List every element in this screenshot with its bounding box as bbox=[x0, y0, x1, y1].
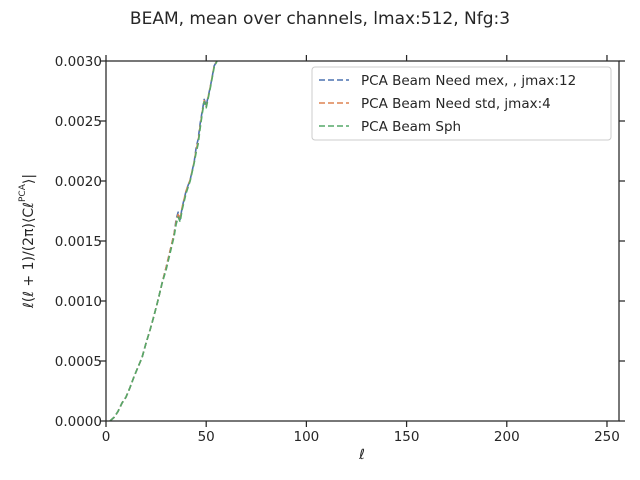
y-tick-label: 0.0020 bbox=[55, 174, 102, 190]
y-axis-label: ℓ(ℓ + 1)/(2π)⟨CℓPCA⟩| bbox=[18, 174, 37, 309]
x-tick-label: 100 bbox=[294, 429, 320, 445]
x-tick-label: 200 bbox=[494, 429, 520, 445]
y-axis: 0.0000 0.0005 0.0010 0.0015 0.0020 0.0025 0.00… bbox=[55, 54, 625, 430]
series-layer bbox=[109, 61, 218, 421]
y-tick-label: 0.0000 bbox=[55, 414, 102, 430]
x-tick-label: 50 bbox=[198, 429, 215, 445]
y-tick-label: 0.0030 bbox=[55, 54, 102, 70]
x-axis: 0 50 100 150 200 250 bbox=[102, 55, 620, 445]
x-tick-label: 0 bbox=[102, 429, 111, 445]
y-tick-label: 0.0025 bbox=[55, 114, 102, 130]
legend-label-1: PCA Beam Need mex, , jmax:12 bbox=[361, 73, 576, 89]
series-line-3 bbox=[109, 61, 218, 421]
x-tick-label: 250 bbox=[594, 429, 620, 445]
legend-box bbox=[311, 66, 612, 141]
chart-title: BEAM, mean over channels, lmax:512, Nfg:… bbox=[130, 9, 510, 29]
legend-label-2: PCA Beam Need std, jmax:4 bbox=[361, 96, 551, 112]
x-tick-label: 150 bbox=[394, 429, 420, 445]
legend: PCA Beam Need mex, , jmax:12 PCA Beam Nee… bbox=[311, 66, 612, 141]
legend-label-3: PCA Beam Sph bbox=[361, 119, 461, 135]
y-tick-label: 0.0015 bbox=[55, 234, 102, 250]
y-tick-label: 0.0005 bbox=[55, 354, 102, 370]
y-tick-label: 0.0010 bbox=[55, 294, 102, 310]
x-axis-label: ℓ bbox=[358, 447, 365, 463]
